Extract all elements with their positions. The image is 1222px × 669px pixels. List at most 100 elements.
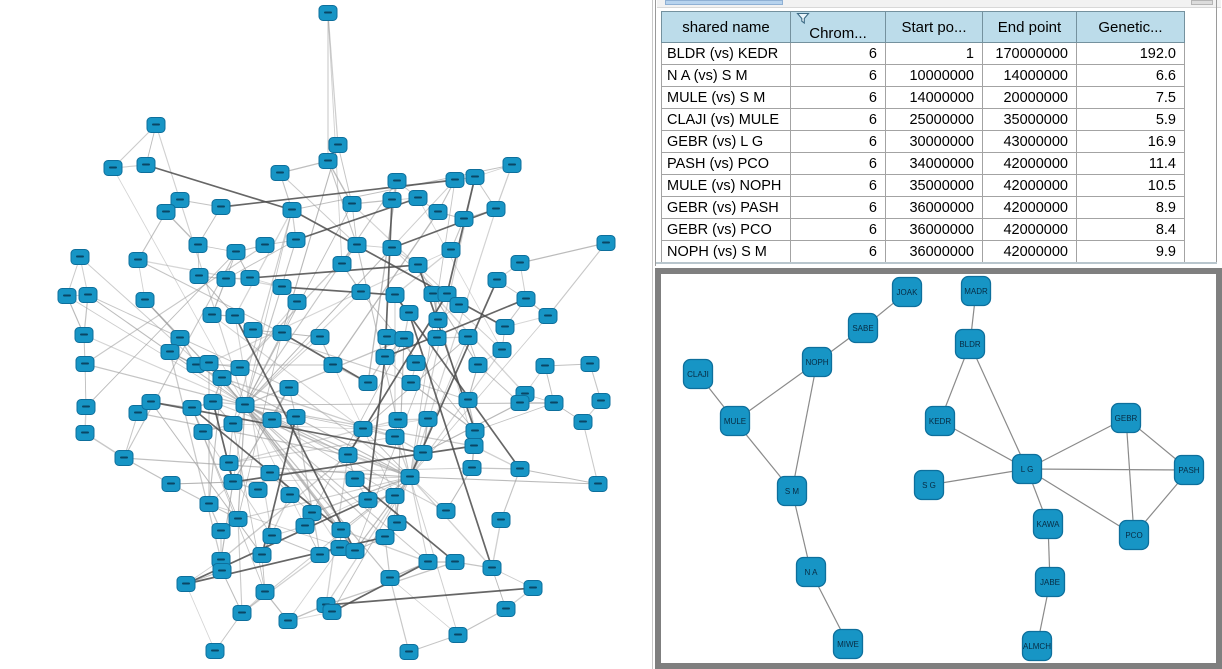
node-pash[interactable]: PASH [1173, 454, 1205, 486]
network-node[interactable] [464, 438, 484, 454]
network-node[interactable] [219, 455, 239, 471]
network-node[interactable] [57, 288, 77, 304]
table-cell[interactable]: 36000000 [885, 218, 983, 241]
network-node[interactable] [385, 429, 405, 445]
network-node[interactable] [272, 279, 292, 295]
network-node[interactable] [338, 447, 358, 463]
network-node[interactable] [353, 421, 373, 437]
network-node[interactable] [318, 153, 338, 169]
table-cell[interactable]: CLAJI (vs) MULE [661, 108, 791, 131]
node-sabe[interactable]: SABE [847, 312, 879, 344]
network-node[interactable] [205, 643, 225, 659]
table-cell[interactable]: 42000000 [982, 196, 1077, 219]
edge-LG-PCO[interactable] [1026, 468, 1135, 536]
network-node[interactable] [318, 5, 338, 21]
network-node[interactable] [278, 613, 298, 629]
table-cell[interactable]: 6 [790, 64, 886, 87]
network-node[interactable] [232, 605, 252, 621]
network-node[interactable] [345, 471, 365, 487]
network-node[interactable] [491, 512, 511, 528]
table-row[interactable]: PASH (vs) PCO 6 34000000 42000000 11.4 [661, 152, 1185, 175]
network-node[interactable] [436, 503, 456, 519]
network-node[interactable] [310, 329, 330, 345]
node-joak[interactable]: JOAK [891, 276, 923, 308]
network-node[interactable] [495, 319, 515, 335]
table-row[interactable]: MULE (vs) NOPH 6 35000000 42000000 10.5 [661, 174, 1185, 197]
network-node[interactable] [388, 412, 408, 428]
network-node[interactable] [496, 601, 516, 617]
network-node[interactable] [345, 543, 365, 559]
table-cell[interactable]: 6.6 [1076, 64, 1185, 87]
network-node[interactable] [310, 547, 330, 563]
table-cell[interactable]: 25000000 [885, 108, 983, 131]
network-node[interactable] [535, 358, 555, 374]
table-cell[interactable]: GEBR (vs) L G [661, 130, 791, 153]
network-node[interactable] [596, 235, 616, 251]
edge-LG-PASH[interactable] [1026, 468, 1190, 471]
table-cell[interactable]: 35000000 [982, 108, 1077, 131]
table-cell[interactable]: 16.9 [1076, 130, 1185, 153]
network-node[interactable] [160, 344, 180, 360]
table-cell[interactable]: 9.9 [1076, 240, 1185, 263]
node-madr[interactable]: MADR [960, 275, 992, 307]
node-miwe[interactable]: MIWE [832, 628, 864, 660]
network-node[interactable] [342, 196, 362, 212]
network-node[interactable] [377, 329, 397, 345]
network-node[interactable] [486, 201, 506, 217]
node-bldr[interactable]: BLDR [954, 328, 986, 360]
network-node[interactable] [255, 237, 275, 253]
network-node[interactable] [170, 330, 190, 346]
network-node[interactable] [399, 305, 419, 321]
scrollbar-right-piece[interactable] [1191, 0, 1213, 5]
network-node[interactable] [78, 287, 98, 303]
node-kawa[interactable]: KAWA [1032, 508, 1064, 540]
network-node[interactable] [286, 409, 306, 425]
table-cell[interactable]: 1 [885, 42, 983, 65]
table-cell[interactable]: 6 [790, 130, 886, 153]
network-node[interactable] [287, 294, 307, 310]
table-cell[interactable]: GEBR (vs) PASH [661, 196, 791, 219]
table-row[interactable]: GEBR (vs) L G 6 30000000 43000000 16.9 [661, 130, 1185, 153]
network-node[interactable] [146, 117, 166, 133]
network-node[interactable] [70, 249, 90, 265]
network-node[interactable] [588, 476, 608, 492]
table-row[interactable]: N A (vs) S M 6 10000000 14000000 6.6 [661, 64, 1185, 87]
table-cell[interactable]: 8.9 [1076, 196, 1185, 219]
node-claji[interactable]: CLAJI [682, 358, 714, 390]
network-node[interactable] [347, 237, 367, 253]
network-node[interactable] [449, 297, 469, 313]
network-node[interactable] [406, 355, 426, 371]
network-node[interactable] [75, 425, 95, 441]
network-node[interactable] [380, 570, 400, 586]
table-cell[interactable]: N A (vs) S M [661, 64, 791, 87]
network-node[interactable] [128, 405, 148, 421]
network-node[interactable] [199, 355, 219, 371]
network-node[interactable] [260, 465, 280, 481]
network-node[interactable] [441, 242, 461, 258]
network-node[interactable] [573, 414, 593, 430]
network-node[interactable] [252, 547, 272, 563]
network-node[interactable] [170, 192, 190, 208]
network-node[interactable] [385, 287, 405, 303]
network-node[interactable] [286, 232, 306, 248]
network-node[interactable] [136, 157, 156, 173]
network-node[interactable] [523, 580, 543, 596]
node-mule[interactable]: MULE [719, 405, 751, 437]
network-node[interactable] [223, 474, 243, 490]
table-cell[interactable]: 14000000 [982, 64, 1077, 87]
table-cell[interactable]: 20000000 [982, 86, 1077, 109]
subnetwork-canvas[interactable]: JOAK MADR SABE BLDR NOPH CLAJI GEBR MULE KEDR L G… [655, 268, 1222, 669]
network-node[interactable] [295, 518, 315, 534]
network-node[interactable] [248, 482, 268, 498]
table-cell[interactable]: 6 [790, 196, 886, 219]
network-node[interactable] [323, 357, 343, 373]
table-cell[interactable]: 42000000 [982, 240, 1077, 263]
network-node[interactable] [211, 199, 231, 215]
column-header-3[interactable]: End point [982, 11, 1077, 43]
network-node[interactable] [279, 380, 299, 396]
network-node[interactable] [358, 375, 378, 391]
table-cell[interactable]: BLDR (vs) KEDR [661, 42, 791, 65]
node-l-g[interactable]: L G [1011, 453, 1043, 485]
network-node[interactable] [538, 308, 558, 324]
network-node[interactable] [328, 137, 348, 153]
